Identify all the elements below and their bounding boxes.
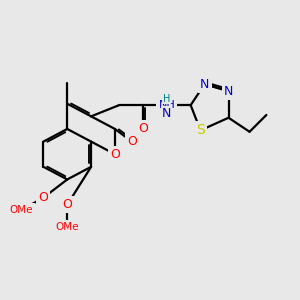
Text: O: O (127, 135, 137, 148)
Text: N: N (162, 106, 172, 119)
Text: S: S (196, 123, 205, 137)
Text: O: O (110, 148, 120, 161)
Text: OMe: OMe (9, 205, 33, 215)
Text: O: O (62, 198, 72, 211)
Text: N: N (224, 85, 233, 98)
Text: OMe: OMe (56, 222, 79, 232)
Text: O: O (38, 191, 48, 204)
Text: N: N (200, 78, 209, 91)
Text: NH: NH (158, 100, 175, 110)
Text: O: O (138, 122, 148, 136)
Text: H: H (163, 94, 170, 104)
